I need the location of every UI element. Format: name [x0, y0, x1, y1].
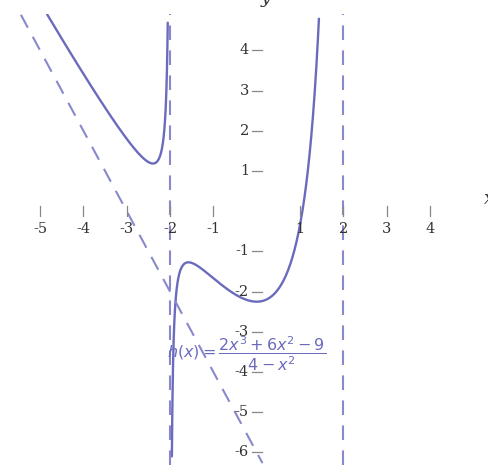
Text: 1: 1 — [296, 222, 305, 237]
Text: -6: -6 — [235, 446, 249, 459]
Text: -3: -3 — [120, 222, 134, 237]
Text: -2: -2 — [163, 222, 177, 237]
Text: 2: 2 — [240, 124, 249, 138]
Text: 3: 3 — [382, 222, 391, 237]
Text: -1: -1 — [235, 245, 249, 258]
Text: -5: -5 — [235, 405, 249, 419]
Text: -5: -5 — [33, 222, 47, 237]
Text: 1: 1 — [240, 164, 249, 178]
Text: 2: 2 — [339, 222, 348, 237]
Text: -2: -2 — [235, 284, 249, 299]
Text: $h(x) = \dfrac{2x^3 + 6x^2 - 9}{4 - x^2}$: $h(x) = \dfrac{2x^3 + 6x^2 - 9}{4 - x^2}… — [167, 335, 326, 374]
Text: 3: 3 — [240, 83, 249, 98]
Text: -1: -1 — [206, 222, 221, 237]
Text: 4: 4 — [426, 222, 435, 237]
Text: 4: 4 — [240, 44, 249, 57]
Text: y: y — [261, 0, 271, 7]
Text: -4: -4 — [76, 222, 90, 237]
Text: x: x — [484, 191, 488, 209]
Text: -4: -4 — [235, 365, 249, 379]
Text: -3: -3 — [235, 325, 249, 339]
